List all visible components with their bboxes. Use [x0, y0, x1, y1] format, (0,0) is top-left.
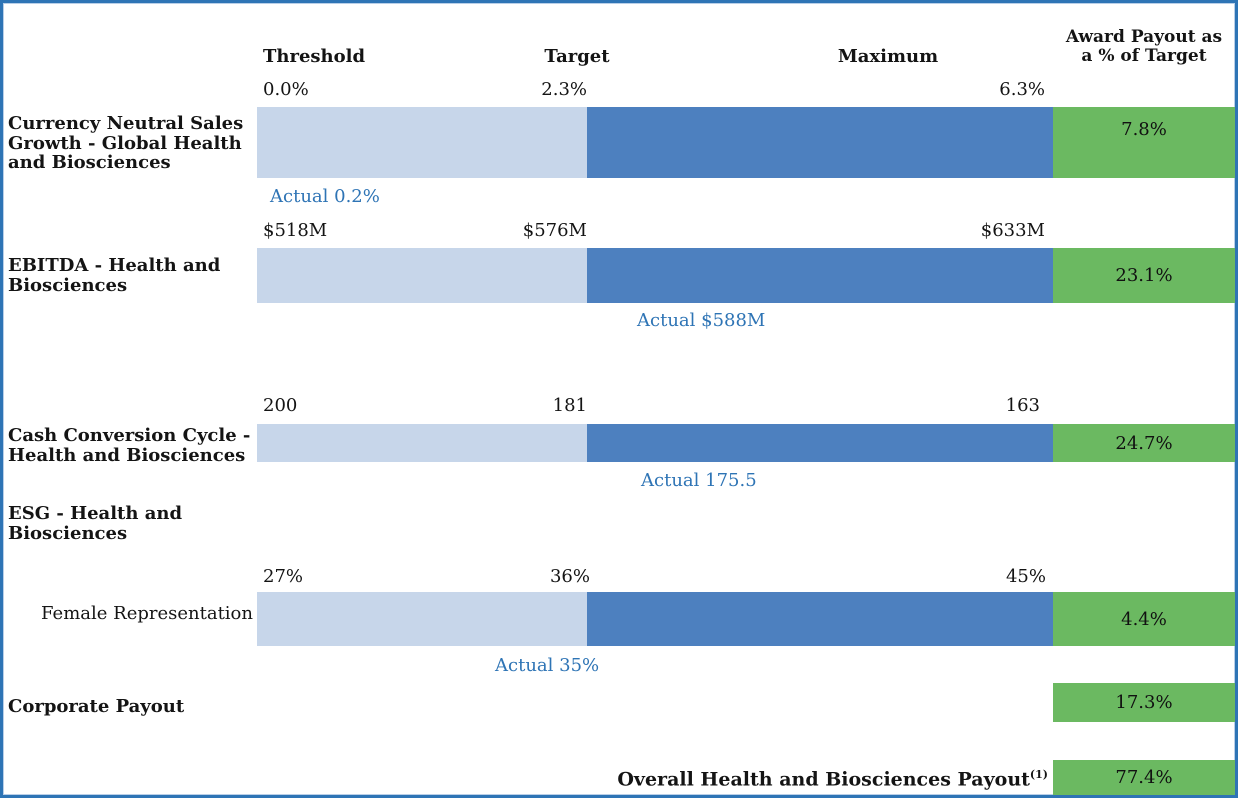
row3-metric-label: Cash Conversion Cycle - Health and Biosc… [8, 425, 251, 466]
row1-target-value: 2.3% [541, 79, 587, 100]
row3-payout-value: 24.7% [1115, 432, 1173, 454]
row1-maximum-value: 6.3% [999, 79, 1045, 100]
row5-payout-value: 4.4% [1121, 608, 1167, 630]
row5-threshold-target-bar [257, 592, 587, 646]
row2-payout-value: 23.1% [1115, 265, 1173, 286]
award-header-line2: a % of Target [1081, 46, 1207, 66]
row7-metric-text: Overall Health and Biosciences Payout [617, 768, 1030, 791]
row7-footnote-marker: (1) [1029, 768, 1048, 781]
column-header-maximum: Maximum [837, 46, 939, 67]
row4-group-header-label: ESG - Health and Biosciences [8, 503, 183, 544]
row5-maximum-value: 45% [1005, 566, 1046, 587]
row7-metric-label: Overall Health and Biosciences Payout(1) [600, 765, 1048, 790]
row2-threshold-value: $518M [263, 220, 328, 241]
row5-target-maximum-bar [587, 592, 1053, 646]
row2-maximum-value: $633M [980, 220, 1045, 241]
row5-metric-label: Female Representation [41, 603, 253, 624]
row6-payout-box: 17.3% [1053, 683, 1235, 722]
row3-target-maximum-bar [587, 424, 1053, 462]
row1-metric-label: Currency Neutral Sales Growth - Global H… [8, 113, 244, 173]
column-header-target: Target [544, 46, 610, 67]
row1-target-maximum-bar [587, 107, 1053, 178]
row3-threshold-value: 200 [263, 395, 298, 416]
column-header-award-payout: Award Payout as a % of Target [1053, 28, 1235, 66]
row5-actual-label: Actual 35% [495, 655, 600, 676]
award-header-line1: Award Payout as [1065, 27, 1223, 47]
row1-payout-box: 7.8% [1053, 107, 1235, 178]
row1-threshold-target-bar [257, 107, 587, 178]
row3-target-value: 181 [552, 395, 587, 416]
row1-payout-value: 7.8% [1121, 119, 1167, 140]
row5-payout-box: 4.4% [1053, 592, 1235, 646]
row6-payout-value: 17.3% [1115, 692, 1173, 713]
row1-threshold-value: 0.0% [263, 79, 309, 100]
row1-actual-label: Actual 0.2% [270, 186, 380, 207]
row3-threshold-target-bar [257, 424, 587, 462]
row2-payout-box: 23.1% [1053, 248, 1235, 303]
row7-payout-box: 77.4% [1053, 760, 1235, 795]
row2-target-maximum-bar [587, 248, 1053, 303]
row2-actual-label: Actual $588M [637, 310, 766, 331]
row3-actual-label: Actual 175.5 [641, 470, 757, 491]
row7-payout-value: 77.4% [1115, 767, 1173, 788]
row2-metric-label: EBITDA - Health and Biosciences [8, 255, 221, 296]
row6-metric-label: Corporate Payout [8, 696, 185, 717]
row2-threshold-target-bar [257, 248, 587, 303]
row3-maximum-value: 163 [1005, 395, 1040, 416]
column-header-threshold: Threshold [263, 46, 366, 67]
row2-target-value: $576M [522, 220, 587, 241]
row5-threshold-value: 27% [263, 566, 304, 587]
row3-payout-box: 24.7% [1053, 424, 1235, 462]
row5-target-value: 36% [549, 566, 590, 587]
